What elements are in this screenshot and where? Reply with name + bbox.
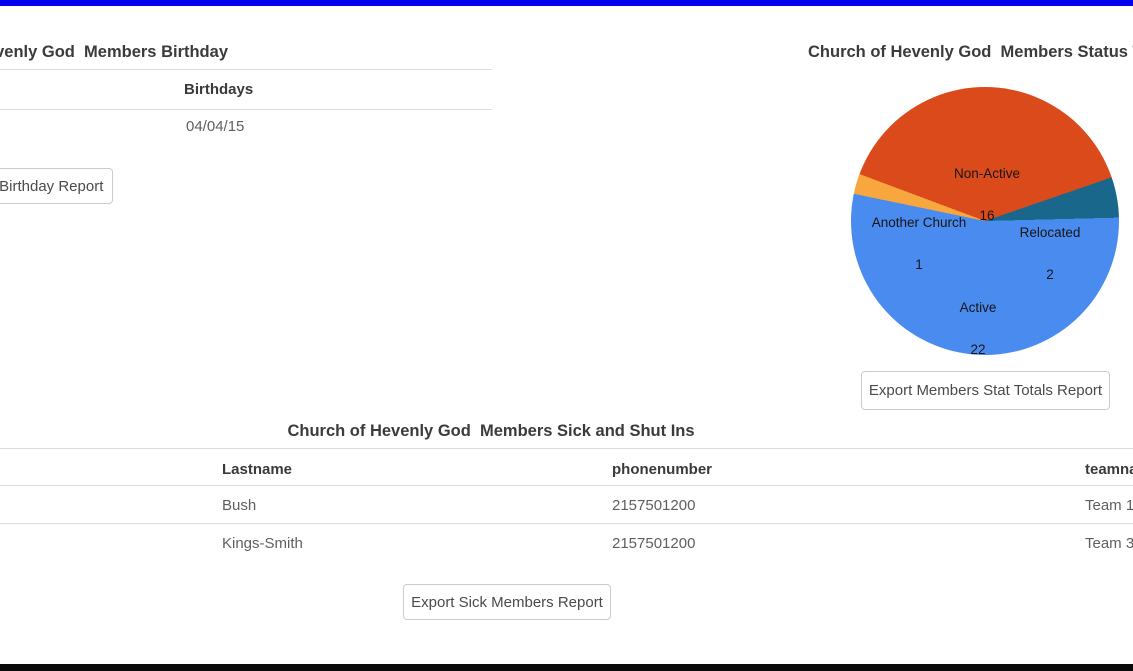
sick-cell-lastname: Kings-Smith [222, 535, 303, 552]
birthday-section-title: Church of Hevenly God Members Birthday [0, 43, 228, 61]
sick-row-border [0, 523, 1133, 524]
birthday-cell: 04/04/15 [186, 118, 245, 135]
status-pie-chart[interactable] [851, 87, 1119, 355]
status-section-title: Church of Hevenly God Members Status Tot… [808, 43, 1133, 61]
sick-table-top-border [0, 448, 1133, 449]
pie-label-value: 16 [979, 208, 995, 223]
pie-label-non-active: Non-Active 16 [954, 139, 1020, 251]
sick-column-header-phonenumber: phonenumber [612, 461, 712, 478]
sick-cell-lastname: Bush [222, 497, 257, 514]
pie-label-text: Relocated [1019, 225, 1081, 240]
sick-cell-phonenumber: 2157501200 [612, 535, 696, 552]
birthday-table-top-border [0, 69, 492, 70]
export-members-stat-totals-report-button[interactable]: Export Members Stat Totals Report [861, 371, 1110, 410]
sick-cell-phonenumber: 2157501200 [612, 497, 696, 514]
sick-column-header-teamname: teamname [1085, 461, 1133, 478]
sick-cell-teamname: Team 1 [1085, 497, 1133, 514]
pie-label-text: Active [959, 300, 997, 315]
sick-column-header-lastname: Lastname [222, 461, 293, 478]
birthday-header-border [0, 109, 492, 110]
sick-section-title: Church of Hevenly God Members Sick and S… [287, 422, 695, 440]
pie-label-value: 2 [1046, 267, 1054, 282]
pie-label-value: 1 [915, 257, 923, 272]
export-sick-members-report-button[interactable]: Export Sick Members Report [403, 584, 611, 620]
sick-header-border [0, 485, 1133, 486]
pie-label-relocated: Relocated 2 [1020, 198, 1081, 310]
top-accent-bar [0, 0, 1133, 6]
pie-label-text: Another Church [871, 215, 967, 230]
sick-cell-teamname: Team 3 [1085, 535, 1133, 552]
pie-label-another-church: Another Church 1 [872, 188, 967, 300]
pie-label-value: 22 [970, 342, 986, 357]
export-birthday-report-button[interactable]: Export Birthday Report [0, 168, 113, 204]
pie-label-active: Active 22 [960, 273, 997, 385]
pie-label-text: Non-Active [953, 166, 1021, 181]
birthday-column-header: Birthdays [184, 81, 254, 98]
bottom-accent-bar [0, 664, 1133, 671]
